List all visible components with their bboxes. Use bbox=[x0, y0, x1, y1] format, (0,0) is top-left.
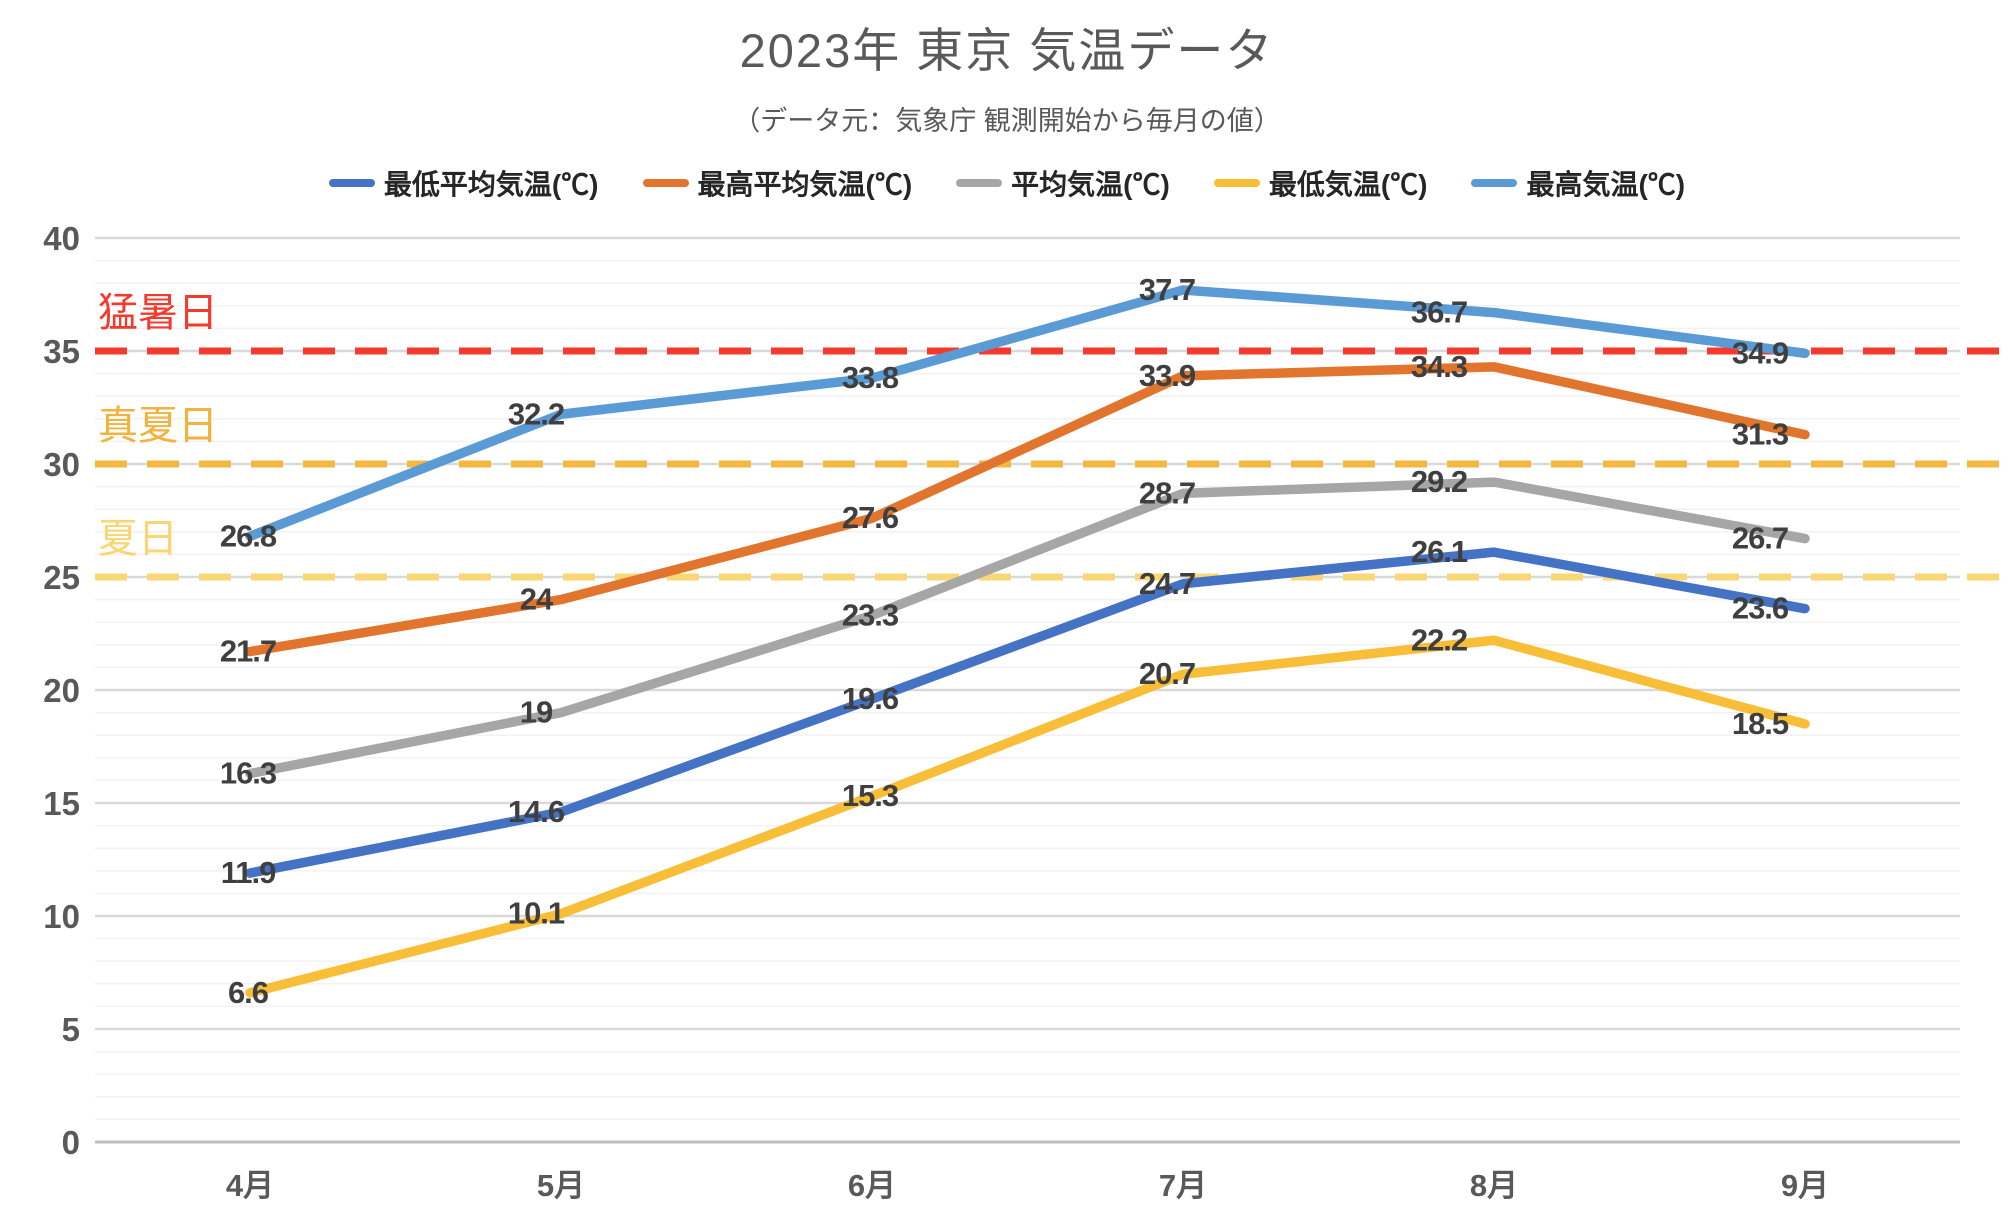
data-label-min-temp: 22.2 bbox=[1411, 622, 1467, 657]
legend-swatch-max-temp bbox=[1471, 179, 1518, 187]
series-line-min-temp bbox=[245, 635, 1810, 998]
legend-item-min-temp: 最低気温(℃) bbox=[1213, 163, 1428, 203]
data-label-max-temp: 32.2 bbox=[508, 396, 564, 431]
x-axis-month-label: 4月 bbox=[226, 1168, 274, 1203]
y-axis-tick-label: 5 bbox=[62, 1011, 80, 1048]
x-axis-month-label: 8月 bbox=[1470, 1168, 1518, 1203]
legend: 最低平均気温(℃) 最高平均気温(℃) 平均気温(℃) 最低気温(℃) 最高気温(℃) bbox=[0, 163, 2014, 203]
data-label-min-avg-temp: 24.7 bbox=[1139, 566, 1195, 601]
legend-swatch-min-temp bbox=[1213, 179, 1260, 187]
legend-label: 最高気温(℃) bbox=[1526, 169, 1686, 200]
x-axis-month-label: 6月 bbox=[848, 1168, 896, 1203]
data-label-max-avg-temp: 24 bbox=[520, 582, 554, 617]
data-label-max-avg-temp: 34.3 bbox=[1411, 349, 1468, 384]
legend-item-min-avg-temp: 最低平均気温(℃) bbox=[328, 163, 599, 203]
y-axis-tick-label: 35 bbox=[43, 333, 80, 370]
y-axis-tick-label: 0 bbox=[62, 1124, 80, 1161]
data-label-avg-temp: 16.3 bbox=[220, 756, 277, 791]
x-axis-month-label: 9月 bbox=[1781, 1168, 1829, 1203]
data-label-avg-temp: 29.2 bbox=[1411, 464, 1467, 499]
data-label-min-temp: 6.6 bbox=[228, 975, 269, 1010]
y-axis-tick-label: 25 bbox=[43, 559, 80, 596]
data-label-avg-temp: 19 bbox=[520, 695, 553, 730]
y-axis-tick-label: 40 bbox=[43, 220, 80, 257]
legend-label: 最低気温(℃) bbox=[1268, 169, 1428, 200]
y-axis-tick-label: 10 bbox=[43, 898, 80, 935]
legend-item-avg-temp: 平均気温(℃) bbox=[956, 163, 1170, 203]
data-label-max-temp: 37.7 bbox=[1139, 272, 1195, 307]
data-label-max-temp: 34.9 bbox=[1732, 335, 1789, 370]
series-line-min-avg-temp bbox=[245, 547, 1810, 878]
data-label-min-avg-temp: 23.6 bbox=[1732, 591, 1789, 626]
legend-label: 平均気温(℃) bbox=[1011, 169, 1170, 200]
legend-item-max-avg-temp: 最高平均気温(℃) bbox=[642, 163, 913, 203]
data-label-max-avg-temp: 31.3 bbox=[1732, 417, 1789, 452]
legend-swatch-min-avg-temp bbox=[328, 179, 375, 187]
zone-label-extremely-hot-day: 猛暑日 bbox=[98, 291, 218, 335]
zone-label-summer-day: 夏日 bbox=[98, 517, 178, 561]
data-label-min-temp: 10.1 bbox=[508, 896, 565, 931]
chart-subtitle: （データ元：気象庁 観測開始から毎月の値） bbox=[733, 106, 1281, 136]
data-label-avg-temp: 23.3 bbox=[842, 597, 899, 632]
data-label-avg-temp: 26.7 bbox=[1732, 521, 1788, 556]
data-label-min-temp: 15.3 bbox=[842, 778, 899, 813]
zone-label-midsummer-day: 真夏日 bbox=[98, 404, 218, 448]
data-label-min-avg-temp: 11.9 bbox=[221, 855, 276, 890]
legend-swatch-max-avg-temp bbox=[642, 179, 689, 187]
data-label-min-avg-temp: 14.6 bbox=[508, 794, 565, 829]
data-label-min-temp: 18.5 bbox=[1732, 706, 1789, 741]
series-line-max-avg-temp bbox=[245, 362, 1810, 657]
data-label-max-temp: 33.8 bbox=[842, 360, 899, 395]
x-axis-month-label: 5月 bbox=[537, 1168, 585, 1203]
data-label-min-temp: 20.7 bbox=[1139, 656, 1195, 691]
y-axis-tick-label: 15 bbox=[43, 785, 80, 822]
legend-swatch-avg-temp bbox=[956, 179, 1003, 187]
y-axis-tick-label: 20 bbox=[43, 672, 80, 709]
data-label-min-avg-temp: 26.1 bbox=[1411, 534, 1468, 569]
series-line-max-temp bbox=[245, 285, 1810, 542]
y-axis-tick-label: 30 bbox=[43, 446, 80, 483]
data-label-max-avg-temp: 27.6 bbox=[842, 500, 899, 535]
legend-label: 最高平均気温(℃) bbox=[697, 169, 913, 200]
data-label-max-temp: 26.8 bbox=[220, 518, 277, 553]
chart-title: 2023年 東京 気温データ bbox=[739, 24, 1275, 77]
data-label-avg-temp: 28.7 bbox=[1139, 475, 1195, 510]
data-label-min-avg-temp: 19.6 bbox=[842, 681, 899, 716]
data-label-max-temp: 36.7 bbox=[1411, 295, 1467, 330]
data-label-max-avg-temp: 33.9 bbox=[1139, 358, 1196, 393]
legend-label: 最低平均気温(℃) bbox=[383, 169, 599, 200]
x-axis-month-label: 7月 bbox=[1159, 1168, 1207, 1203]
data-label-max-avg-temp: 21.7 bbox=[220, 634, 276, 669]
series-line-avg-temp bbox=[245, 477, 1810, 779]
legend-item-max-temp: 最高気温(℃) bbox=[1471, 163, 1685, 203]
